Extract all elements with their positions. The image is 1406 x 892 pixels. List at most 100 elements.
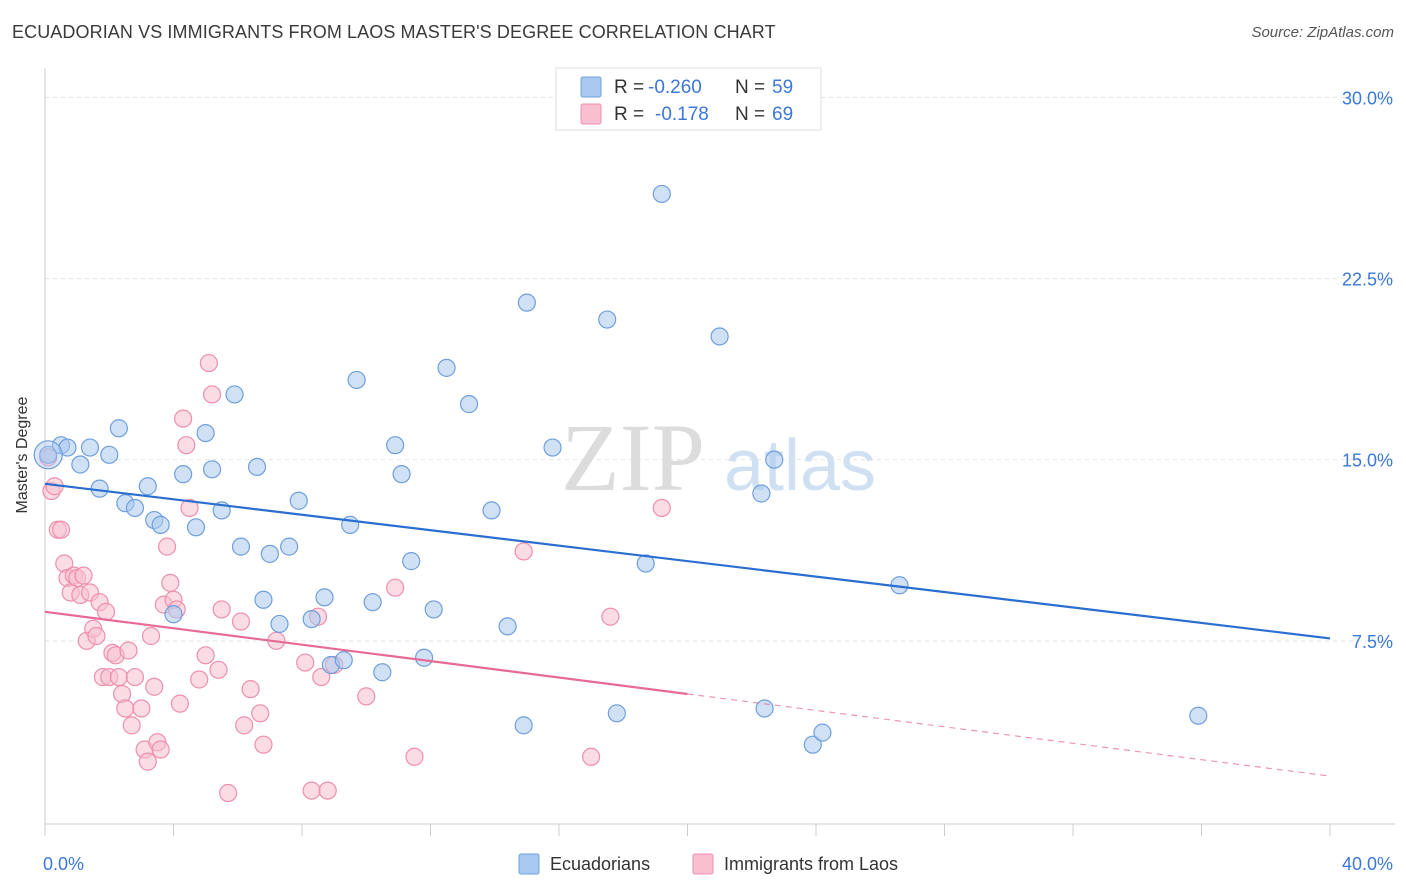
legend-swatch-ecuadorians [518, 853, 540, 875]
point-ecuadorian [803, 735, 822, 754]
point-laos [241, 680, 260, 699]
trend-line-laos [44, 610, 688, 696]
point-ecuadorian [164, 605, 183, 624]
point-laos [141, 626, 161, 646]
point-laos [318, 781, 337, 800]
point-laos [296, 653, 315, 672]
point-ecuadorian [459, 395, 479, 414]
point-laos [51, 520, 71, 539]
point-laos [582, 747, 601, 766]
point-ecuadorian [151, 515, 170, 534]
svg-text:ZIP: ZIP [561, 404, 705, 511]
point-ecuadorian [196, 423, 215, 443]
trend-lines [44, 482, 1331, 777]
point-ecuadorian [607, 704, 626, 723]
legend-label-ecuadorians: Ecuadorians [550, 854, 650, 874]
point-laos [209, 660, 228, 679]
stats-legend-swatch-ecuadorians [580, 76, 602, 98]
point-laos [219, 783, 238, 803]
point-ecuadorian [231, 537, 251, 556]
point-ecuadorian [80, 438, 100, 457]
point-laos [386, 578, 405, 597]
point-ecuadorian [482, 501, 501, 520]
point-ecuadorian-cluster [33, 440, 63, 470]
chart-title: ECUADORIAN VS IMMIGRANTS FROM LAOS MASTE… [12, 22, 776, 42]
point-laos [302, 781, 321, 800]
point-laos [405, 747, 424, 766]
point-laos [190, 670, 209, 689]
point-laos [601, 607, 620, 626]
point-ecuadorian [402, 552, 421, 571]
point-laos [132, 699, 151, 718]
point-laos [174, 409, 193, 428]
point-ecuadorian [280, 537, 299, 556]
point-laos [116, 699, 135, 718]
point-laos [138, 752, 157, 771]
point-laos [151, 740, 170, 759]
point-ecuadorian [39, 445, 58, 464]
point-ecuadorian [270, 614, 289, 634]
point-laos [202, 385, 222, 404]
point-laos [357, 687, 376, 706]
point-ecuadorian [813, 723, 832, 742]
point-ecuadorian [315, 588, 334, 607]
point-ecuadorian [414, 648, 434, 667]
point-ecuadorian [347, 370, 366, 390]
series-legend: Ecuadorians Immigrants from Laos [518, 853, 898, 875]
legend-swatch-laos [692, 853, 714, 875]
point-ecuadorian [424, 600, 443, 619]
axes [44, 68, 1395, 836]
point-laos [231, 612, 251, 631]
point-laos [145, 677, 164, 696]
y-tick-label: 22.5% [1342, 269, 1393, 289]
point-ecuadorian [373, 663, 392, 682]
legend-label-laos: Immigrants from Laos [724, 854, 898, 874]
point-laos [254, 735, 273, 754]
point-ecuadorian [334, 651, 353, 670]
svg-text:N =: N = [735, 104, 765, 125]
point-laos [119, 641, 138, 660]
point-ecuadorian [498, 617, 517, 636]
trend-line-laos-extrapolated [687, 693, 1331, 777]
point-laos [122, 716, 141, 735]
point-ecuadorian [71, 455, 90, 474]
trend-line-ecuadorians [44, 482, 1331, 640]
point-laos [312, 667, 331, 687]
point-ecuadorian [125, 498, 145, 518]
point-ecuadorian [302, 609, 321, 629]
point-ecuadorian [100, 445, 119, 464]
point-laos [74, 566, 93, 585]
stats-legend-swatch-laos [580, 103, 602, 125]
stats-legend: R = -0.260 N = 59 R = -0.178 N = 69 [555, 67, 822, 131]
point-ecuadorian [247, 457, 267, 477]
point-laos [125, 667, 145, 687]
svg-text:59: 59 [772, 77, 793, 98]
point-ecuadorian [1189, 706, 1208, 725]
point-ecuadorian [392, 465, 411, 484]
svg-text:R =: R = [614, 77, 644, 98]
point-laos [235, 716, 254, 735]
point-laos [87, 626, 106, 646]
point-ecuadorian [437, 358, 456, 377]
point-laos [180, 498, 199, 518]
point-laos [109, 667, 128, 687]
point-ecuadorian [138, 477, 157, 496]
series-ecuadorians-points [33, 184, 1208, 754]
source-label: Source: ZipAtlas.com [1251, 24, 1394, 41]
svg-text:atlas: atlas [724, 426, 876, 506]
point-ecuadorian [202, 460, 222, 479]
point-ecuadorian [517, 293, 536, 312]
y-tick-label: 15.0% [1342, 451, 1393, 471]
point-ecuadorian [752, 484, 771, 503]
point-ecuadorian [260, 544, 279, 563]
point-ecuadorian [765, 450, 784, 469]
point-laos [161, 573, 180, 592]
point-ecuadorian [386, 436, 405, 455]
watermark: ZIP atlas [561, 404, 876, 511]
point-ecuadorian [186, 518, 206, 537]
tick-labels: 7.5% 15.0% 22.5% 30.0% 0.0% 40.0% [43, 88, 1393, 874]
x-tick-label: 0.0% [43, 854, 84, 874]
point-ecuadorian [289, 491, 308, 510]
point-ecuadorian [543, 438, 562, 457]
